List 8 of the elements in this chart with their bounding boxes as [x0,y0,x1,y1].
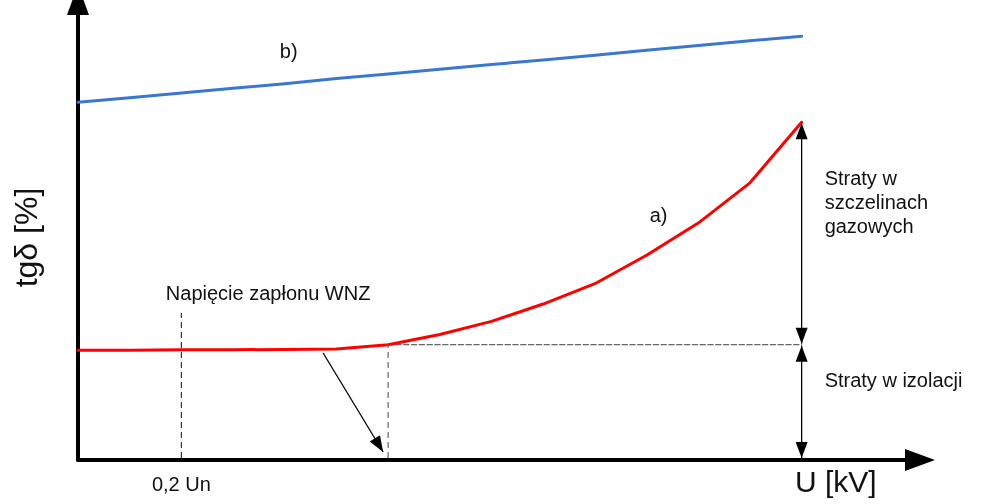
x-axis-title: U [kV] [795,464,877,498]
annotation: b) [279,38,298,63]
annotation: Straty w izolacji [824,368,964,393]
y-axis-title: tgδ [%] [8,187,44,288]
annotation: a) [649,203,668,228]
annotation: Napięcie zapłonu WNZ [164,281,372,305]
text: 0,2 Un [151,472,211,496]
annotation: Straty w szczelinach gazowych [824,166,929,239]
